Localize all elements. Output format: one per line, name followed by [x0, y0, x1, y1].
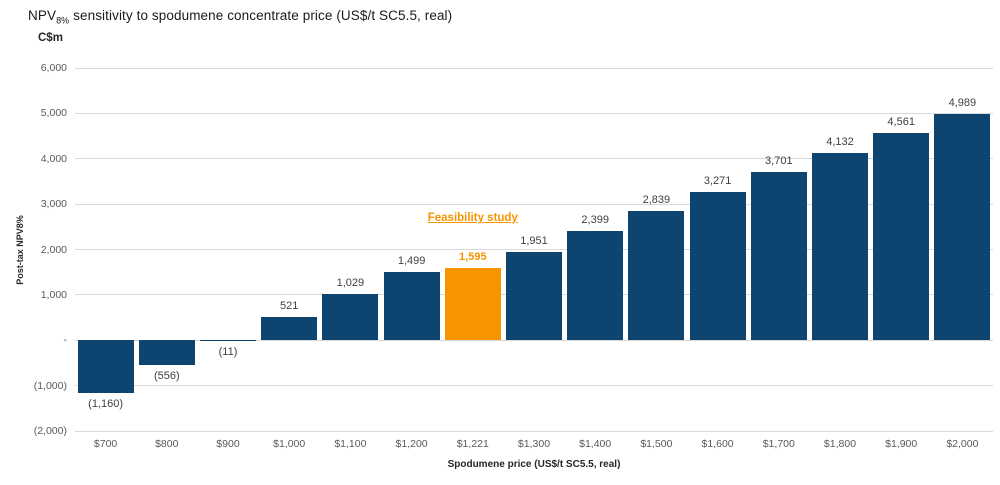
x-tick-label: $1,500 — [640, 438, 673, 450]
bar-value-label: 1,595 — [459, 250, 487, 263]
bar-value-label: 521 — [280, 299, 299, 312]
y-tick-label: (2,000) — [33, 425, 67, 437]
x-tick-label: $2,000 — [946, 438, 979, 450]
bar-value-label: 3,701 — [765, 155, 793, 168]
gridline — [75, 430, 993, 432]
gridline — [75, 385, 993, 387]
bar — [934, 113, 991, 341]
gridline — [75, 158, 993, 160]
y-tick-label: - — [63, 334, 68, 347]
bar-value-label: (11) — [218, 345, 238, 358]
bar — [750, 172, 807, 341]
y-tick-label: 3,000 — [40, 198, 67, 211]
x-tick-label: $1,800 — [823, 438, 857, 450]
x-tick-label: $800 — [155, 438, 179, 450]
bar-value-label: (1,160) — [88, 397, 124, 410]
x-tick-label: $900 — [216, 438, 240, 450]
bar-value-label: (556) — [153, 370, 180, 383]
bar — [689, 191, 746, 341]
bar — [567, 231, 624, 341]
bar — [873, 133, 930, 341]
feasibility-study-annotation: Feasibility study — [427, 211, 518, 224]
chart-title: NPV8% sensitivity to spodumene concentra… — [28, 8, 452, 26]
gridline — [75, 339, 993, 341]
bar — [811, 152, 869, 341]
bar-highlighted — [444, 267, 501, 341]
gridline — [75, 203, 993, 205]
bar — [138, 340, 195, 366]
bar — [261, 316, 318, 341]
bar-value-label: 2,839 — [642, 194, 671, 207]
bar-value-label: 4,132 — [826, 135, 854, 148]
bar — [628, 211, 685, 341]
x-tick-label: $700 — [93, 438, 118, 450]
bar-value-label: 1,029 — [336, 276, 365, 289]
x-tick-label: $1,000 — [273, 438, 306, 450]
bar-value-label: 2,399 — [581, 214, 609, 227]
x-tick-label: $1,900 — [885, 438, 918, 450]
bar-value-label: 3,271 — [703, 174, 732, 187]
x-tick-label: $1,100 — [334, 438, 367, 450]
x-tick-label: $1,221 — [456, 438, 489, 450]
bar — [199, 340, 257, 341]
x-tick-label: $1,400 — [579, 438, 612, 450]
x-tick-label: $1,200 — [395, 438, 428, 450]
bar-value-label: 4,561 — [887, 116, 915, 129]
gridline — [75, 67, 993, 69]
bar-value-label: 1,499 — [397, 255, 426, 268]
x-tick-label: $1,700 — [762, 438, 795, 450]
x-tick-label: $1,600 — [701, 438, 734, 450]
chart-title-rest: sensitivity to spodumene concentrate pri… — [69, 8, 453, 23]
y-tick-label: 1,000 — [40, 288, 67, 301]
y-tick-label: 5,000 — [40, 107, 67, 120]
bar — [322, 293, 379, 341]
y-tick-label: 4,000 — [40, 152, 67, 165]
bar-value-label: 1,951 — [520, 234, 548, 247]
chart-title-prefix: NPV — [28, 8, 57, 23]
bar — [505, 251, 563, 341]
x-tick-label: $1,300 — [517, 438, 551, 450]
chart-title-subscript: 8% — [56, 15, 70, 26]
y-tick-label: 6,000 — [40, 62, 67, 74]
bar — [77, 340, 134, 393]
y-tick-label: 2,000 — [40, 243, 67, 256]
bar-value-label: 4,989 — [948, 96, 977, 109]
gridline — [75, 249, 993, 250]
x-axis-title: Spodumene price (US$/t SC5.5, real) — [447, 459, 621, 470]
y-axis-unit-label: C$m — [38, 32, 63, 44]
bar — [383, 272, 440, 341]
gridline — [75, 112, 993, 114]
plot-area — [75, 67, 993, 432]
y-tick-label: (1,000) — [33, 379, 67, 392]
